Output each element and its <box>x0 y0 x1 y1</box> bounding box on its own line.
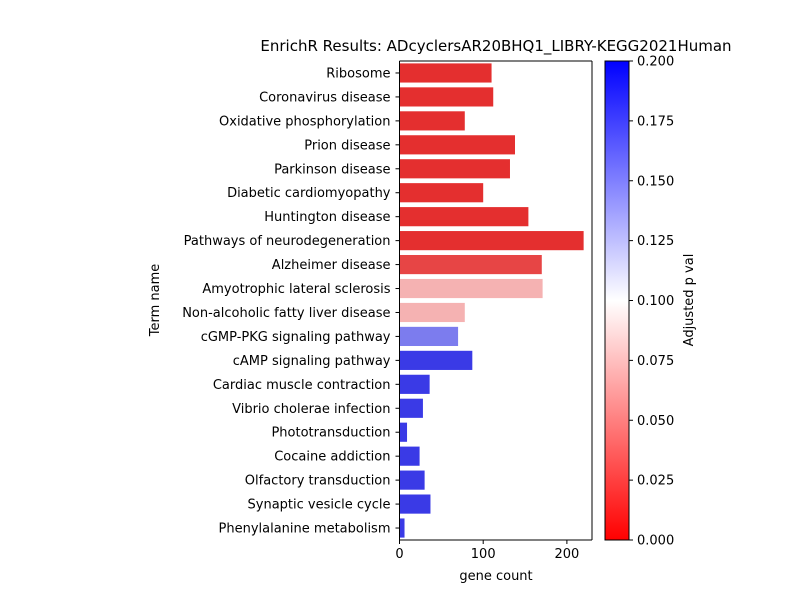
colorbar-tick-label: 0.000 <box>637 534 674 549</box>
y-tick-label: Olfactory transduction <box>245 474 391 489</box>
y-tick-label: Prion disease <box>304 138 390 153</box>
bar-12 <box>399 350 473 370</box>
colorbar-ticks: 0.000 0.025 0.050 0.075 0.100 0.125 0.150 0.175… <box>629 55 674 549</box>
y-tick-label: Vibrio cholerae infection <box>232 402 390 417</box>
x-tick-label: 0 <box>395 547 403 562</box>
y-tick-label: Phenylalanine metabolism <box>219 522 391 537</box>
bar-15 <box>399 422 408 442</box>
bar-0 <box>399 63 492 83</box>
bar-9 <box>399 278 543 299</box>
bar-8 <box>399 254 542 275</box>
colorbar-label: Adjusted p val <box>682 254 697 347</box>
y-tick-label: Cocaine addiction <box>274 450 390 465</box>
bar-13 <box>399 374 430 394</box>
y-tick-label: Non-alcoholic fatty liver disease <box>182 306 390 321</box>
colorbar-tick-label: 0.125 <box>637 234 674 249</box>
bars-group <box>399 63 584 538</box>
colorbar-tick-label: 0.025 <box>637 474 674 489</box>
bar-17 <box>399 470 425 490</box>
bar-11 <box>399 326 459 347</box>
x-ticks: 0 100 200 <box>395 540 579 562</box>
y-tick-label: cAMP signaling pathway <box>233 354 391 369</box>
y-tick-labels: Ribosome Coronavirus disease Oxidative pho… <box>182 66 400 537</box>
colorbar-tick-label: 0.050 <box>637 414 674 429</box>
chart-title: EnrichR Results: ADcyclersAR20BHQ1_LIBRY… <box>260 37 731 56</box>
y-tick-label: Diabetic cardiomyopathy <box>227 186 391 201</box>
x-axis-title: gene count <box>459 569 532 584</box>
bar-3 <box>399 135 515 155</box>
y-tick-label: cGMP-PKG signaling pathway <box>201 330 391 345</box>
colorbar-tick-label: 0.075 <box>637 354 674 369</box>
y-tick-label: Alzheimer disease <box>272 258 391 273</box>
colorbar-tick-label: 0.200 <box>637 55 674 70</box>
colorbar-tick-label: 0.100 <box>637 294 674 309</box>
bar-7 <box>399 231 584 251</box>
y-tick-label: Oxidative phosphorylation <box>219 114 390 129</box>
bar-6 <box>399 207 529 227</box>
x-tick-label: 200 <box>554 547 579 562</box>
y-tick-label: Pathways of neurodegeneration <box>184 234 391 249</box>
bar-18 <box>399 494 431 514</box>
y-tick-label: Cardiac muscle contraction <box>213 378 391 393</box>
y-tick-label: Phototransduction <box>271 426 390 441</box>
y-tick-label: Coronavirus disease <box>259 90 390 105</box>
bar-10 <box>399 302 465 323</box>
y-tick-label: Synaptic vesicle cycle <box>248 498 391 513</box>
bar-4 <box>399 159 510 179</box>
y-tick-label: Huntington disease <box>264 210 390 225</box>
y-tick-label: Ribosome <box>326 66 390 81</box>
y-axis-title: Term name <box>148 264 163 338</box>
colorbar <box>604 60 630 541</box>
y-tick-label: Parkinson disease <box>274 162 390 177</box>
x-tick-label: 100 <box>471 547 496 562</box>
colorbar-tick-label: 0.175 <box>637 114 674 129</box>
bar-1 <box>399 87 494 107</box>
bar-19 <box>399 518 405 538</box>
y-tick-label: Amyotrophic lateral sclerosis <box>202 282 390 297</box>
bar-16 <box>399 446 420 466</box>
bar-14 <box>399 398 423 418</box>
bar-2 <box>399 111 465 131</box>
bar-5 <box>399 183 484 203</box>
colorbar-tick-label: 0.150 <box>637 174 674 189</box>
